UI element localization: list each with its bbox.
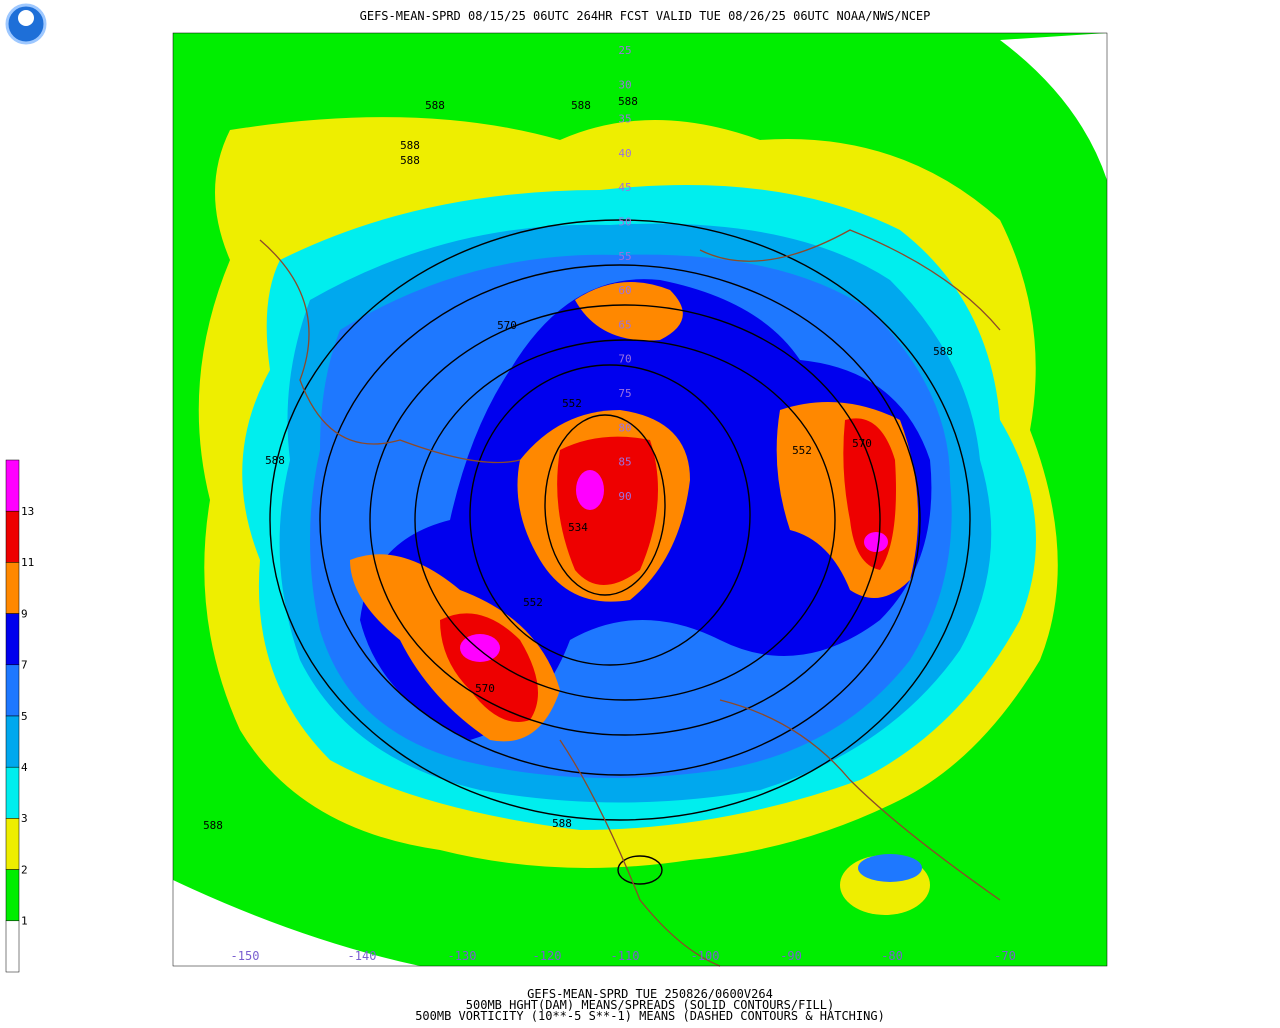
- latitude-label: 50: [618, 216, 631, 229]
- footer-line: GEFS-MEAN-SPRD TUE 250826/0600V264: [527, 987, 773, 1001]
- contour-label: 588: [933, 345, 953, 358]
- latitude-label: 65: [618, 318, 631, 331]
- noaa-logo: [5, 3, 47, 45]
- longitude-label: -90: [780, 949, 802, 963]
- contour-label: 552: [792, 444, 812, 457]
- colorbar-label: 7: [21, 659, 28, 672]
- colorbar-label: 5: [21, 710, 28, 723]
- coastlines: [259, 229, 1001, 967]
- map-frame: [172, 32, 1108, 967]
- colorbar-swatch: [5, 664, 20, 717]
- contour-label: 570: [475, 682, 495, 695]
- spread-fill: [173, 33, 1107, 966]
- longitude-label: -100: [691, 949, 720, 963]
- longitude-label: -120: [533, 949, 562, 963]
- colorbar-swatch: [5, 613, 20, 666]
- contour-label: 588: [618, 95, 638, 108]
- footer-line: 500MB HGHT(DAM) MEANS/SPREADS (SOLID CON…: [466, 998, 834, 1012]
- latitude-label: 70: [618, 353, 631, 366]
- latitude-label: 55: [618, 250, 631, 263]
- latitude-label: 35: [618, 113, 631, 126]
- longitude-label: -130: [448, 949, 477, 963]
- longitude-label: -150: [231, 949, 260, 963]
- latitude-label: 60: [618, 284, 631, 297]
- contour-label: 588: [265, 454, 285, 467]
- latitude-label: 90: [618, 490, 631, 503]
- longitude-label: -140: [348, 949, 377, 963]
- latitude-label: 30: [618, 78, 631, 91]
- longitude-label: -70: [994, 949, 1016, 963]
- colorbar-label: 3: [21, 812, 28, 825]
- latitude-label: 25: [618, 44, 631, 57]
- footer-line: 500MB VORTICITY (10**-5 S**-1) MEANS (DA…: [415, 1009, 885, 1023]
- labels: 131197543212530354045505560657075808590-…: [5, 44, 1016, 1023]
- colorbar-swatch: [5, 715, 20, 768]
- contour-label: 570: [852, 437, 872, 450]
- contour-label: 552: [523, 596, 543, 609]
- latitude-label: 85: [618, 456, 631, 469]
- colorbar-swatch: [5, 510, 20, 563]
- latitude-label: 80: [618, 421, 631, 434]
- contour-label: 588: [400, 139, 420, 152]
- colorbar-label: 4: [21, 761, 28, 774]
- contour-label: 588: [571, 99, 591, 112]
- contour-label: 588: [203, 819, 223, 832]
- contour-label: 588: [400, 154, 420, 167]
- contour-label: 534: [568, 521, 588, 534]
- height-contours: [269, 219, 971, 885]
- latitude-label: 40: [618, 147, 631, 160]
- latitude-label: 45: [618, 181, 631, 194]
- colorbar-label: 9: [21, 607, 28, 620]
- colorbar-swatch: [5, 562, 20, 614]
- colorbar-swatch: [5, 766, 20, 819]
- longitude-label: -80: [881, 949, 903, 963]
- colorbar-swatch: [5, 818, 20, 870]
- contour-label: 588: [425, 99, 445, 112]
- contour-label: 570: [497, 319, 517, 332]
- latitude-label: 75: [618, 387, 631, 400]
- colorbar-swatch: [5, 869, 20, 922]
- longitude-label: -110: [611, 949, 640, 963]
- header-title: GEFS-MEAN-SPRD 08/15/25 06UTC 264HR FCST…: [360, 9, 931, 23]
- colorbar-swatch: [5, 920, 20, 973]
- contour-label: 552: [562, 397, 582, 410]
- colorbar-label: 11: [21, 556, 34, 569]
- colorbar-label: 2: [21, 863, 28, 876]
- colorbar-swatch: [5, 459, 20, 512]
- colorbar-label: 1: [21, 915, 28, 928]
- contour-label: 588: [552, 817, 572, 830]
- colorbar-label: 13: [21, 505, 34, 518]
